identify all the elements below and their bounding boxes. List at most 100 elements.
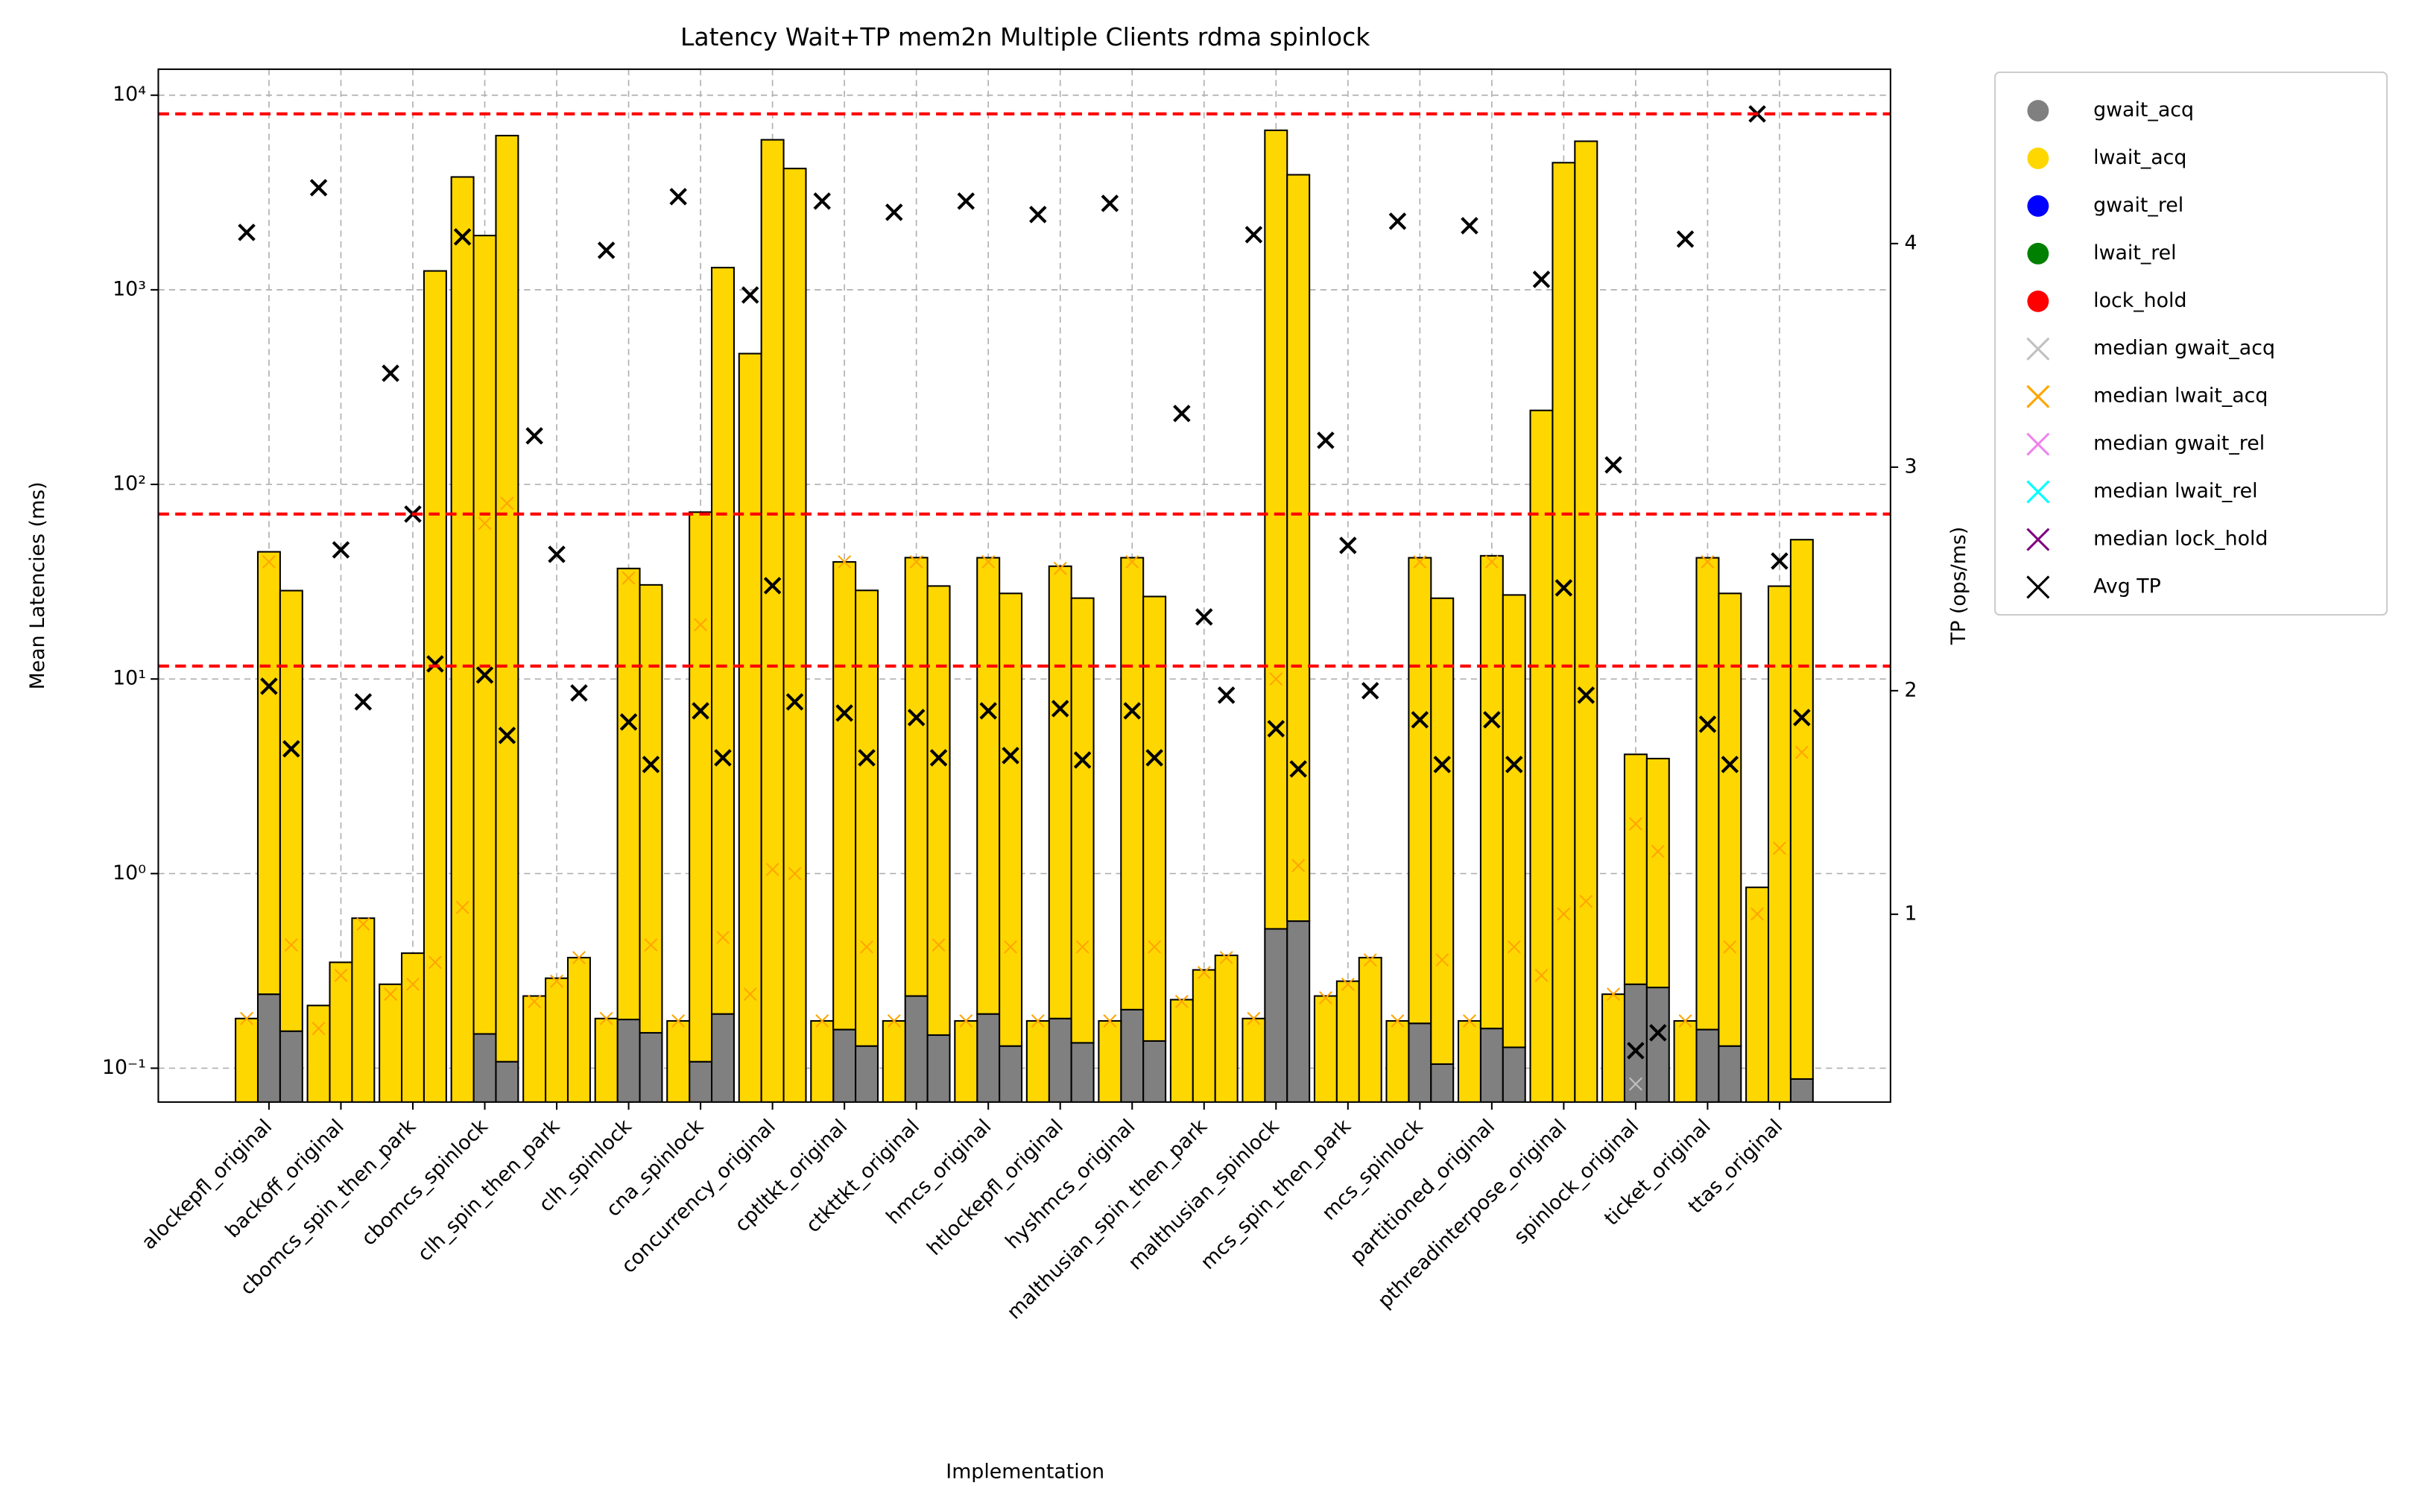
median-marker	[1557, 907, 1571, 921]
plot-frame	[157, 68, 1891, 1103]
median-marker	[788, 867, 802, 881]
tp-marker	[1195, 608, 1213, 626]
median-marker	[1075, 940, 1089, 954]
legend-label: Avg TP	[2093, 575, 2161, 598]
tp-marker	[619, 713, 638, 731]
median-marker	[478, 516, 492, 531]
bar	[738, 352, 762, 1102]
x-tick-label: htlockepfl_original	[923, 1115, 1068, 1260]
tp-marker	[907, 709, 926, 727]
bar	[711, 1013, 735, 1102]
bar	[1313, 995, 1338, 1102]
tp-marker	[1361, 682, 1379, 700]
median-marker	[887, 1014, 901, 1028]
bar	[1502, 594, 1526, 1048]
legend-label: median gwait_rel	[2093, 432, 2265, 455]
median-marker	[1772, 841, 1786, 855]
tp-marker	[1698, 715, 1717, 733]
y2-axis-label: TP (ops/ms)	[1947, 527, 1970, 645]
tp-marker	[785, 693, 804, 711]
x-tick-label: cbomcs_spinlock	[357, 1115, 493, 1250]
median-marker	[1628, 1077, 1642, 1091]
legend-marker	[2027, 194, 2049, 217]
legend-label: gwait_acq	[2093, 98, 2194, 121]
median-marker	[1291, 858, 1306, 873]
bar	[855, 589, 879, 1047]
bar	[566, 957, 591, 1102]
bar	[351, 917, 376, 1102]
x-tick-label: clh_spin_then_park	[414, 1115, 565, 1266]
bar	[782, 168, 807, 1102]
tp-marker	[1145, 749, 1163, 767]
tp-marker	[885, 203, 903, 221]
tp-marker	[1505, 756, 1523, 774]
bar	[1264, 129, 1288, 930]
bar	[235, 1017, 259, 1102]
tp-marker	[475, 666, 494, 684]
median-marker	[1435, 953, 1449, 967]
tp-marker	[1771, 552, 1788, 570]
bar	[472, 235, 497, 1035]
tp-marker	[1793, 709, 1811, 727]
median-marker	[671, 1014, 686, 1028]
bar	[256, 993, 281, 1102]
tp-marker	[548, 545, 566, 563]
median-marker	[1651, 844, 1665, 858]
tp-marker	[1649, 1024, 1667, 1042]
tp-marker	[692, 702, 709, 720]
median-marker	[1462, 1014, 1476, 1028]
tp-marker	[238, 224, 256, 241]
legend-label: lwait_acq	[2093, 146, 2186, 169]
tp-marker	[1339, 537, 1357, 554]
tp-marker	[260, 677, 278, 695]
bar	[1789, 1078, 1814, 1102]
median-marker	[455, 900, 469, 914]
legend-label: gwait_rel	[2093, 194, 2183, 217]
median-marker	[311, 1022, 326, 1036]
median-marker	[284, 938, 298, 952]
tp-marker	[1317, 431, 1335, 449]
legend-marker	[2026, 528, 2050, 551]
y2-tick-label: 4	[1904, 231, 1917, 254]
tp-marker	[642, 756, 660, 774]
bar	[1479, 554, 1504, 1030]
y-tick-label: 10²	[113, 472, 146, 496]
bar	[1457, 1019, 1481, 1102]
legend-marker	[2026, 480, 2050, 504]
bar	[1408, 557, 1432, 1025]
tp-marker	[1411, 711, 1429, 729]
median-marker	[1318, 991, 1332, 1005]
median-marker	[240, 1011, 254, 1025]
median-marker	[860, 940, 874, 954]
median-marker	[694, 618, 708, 632]
tp-marker	[1433, 756, 1452, 774]
bar	[379, 983, 403, 1102]
median-marker	[932, 938, 946, 952]
legend-marker	[2027, 148, 2049, 169]
tp-marker	[835, 704, 853, 722]
tp-marker	[332, 541, 350, 559]
bar	[1623, 753, 1648, 985]
bar	[1358, 957, 1382, 1102]
bar	[1695, 1028, 1720, 1102]
bar	[1070, 597, 1095, 1044]
tp-marker	[929, 749, 948, 767]
median-marker	[528, 995, 542, 1009]
median-marker	[1701, 554, 1715, 569]
median-marker	[356, 917, 370, 931]
median-marker	[572, 951, 586, 965]
bar	[1048, 1017, 1072, 1102]
median-marker	[1269, 672, 1283, 686]
median-marker	[599, 1011, 613, 1025]
median-marker	[959, 1014, 973, 1028]
tp-marker	[1532, 271, 1551, 288]
bar	[926, 585, 951, 1037]
y-axis-label: Mean Latencies (ms)	[26, 481, 49, 689]
bar	[976, 557, 1001, 1015]
bar	[1169, 999, 1194, 1102]
bar	[1695, 557, 1720, 1031]
median-marker	[500, 496, 514, 510]
chart-title: Latency Wait+TP mem2n Multiple Clients r…	[680, 22, 1370, 51]
bar	[999, 592, 1023, 1047]
x-tick-label: alockepfl_original	[137, 1115, 276, 1254]
